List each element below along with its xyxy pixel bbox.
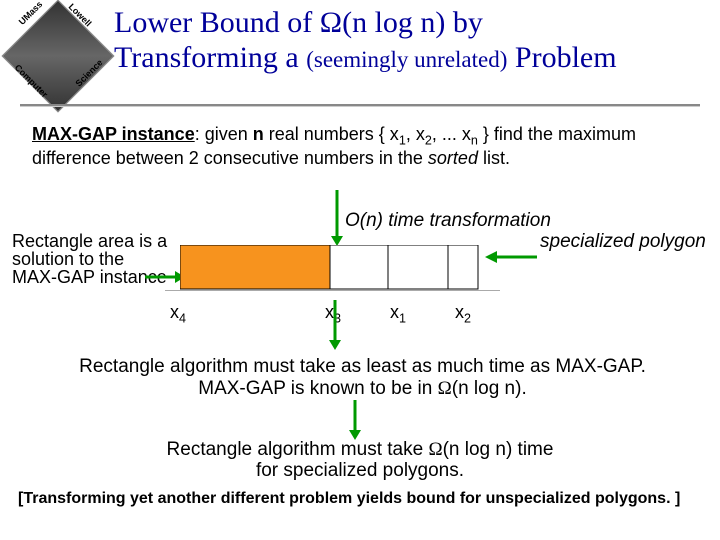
diagram: Rectangle area is a solution to the MAX-… <box>0 200 720 330</box>
logo: UMass Lowell Computer Science <box>8 6 108 106</box>
conclusion-1: Rectangle algorithm must take as least a… <box>10 356 715 400</box>
transform-label: O(n) time transformation <box>345 210 551 232</box>
polygon-rects <box>180 245 480 291</box>
maxgap-text: MAX-GAP instance: given n real numbers {… <box>32 124 702 169</box>
title-seem: (seemingly unrelated) <box>306 47 507 72</box>
arrow-left-icon <box>485 250 537 264</box>
xlabel-2: x2 <box>455 302 471 326</box>
arrow-down-icon <box>348 400 362 440</box>
title-line1-b: (n log n) by <box>342 6 483 39</box>
title-line1-a: Lower Bound of <box>114 6 320 39</box>
divider <box>20 104 700 106</box>
footnote: [Transforming yet another different prob… <box>18 490 718 508</box>
arrow-down-icon <box>330 190 344 246</box>
arrow-down-icon <box>328 300 342 350</box>
title-line2-a: Transforming a <box>114 41 306 74</box>
conclusion-2: Rectangle algorithm must take Ω(n log n)… <box>10 440 710 482</box>
xlabel-1: x1 <box>390 302 406 326</box>
title-line2-b: Problem <box>507 41 616 74</box>
arrow-right-icon <box>145 270 185 284</box>
slide-title: Lower Bound of Ω(n log n) by Transformin… <box>114 6 720 75</box>
specialized-label: specialized polygon <box>540 232 706 251</box>
maxgap-label: MAX-GAP instance <box>32 124 195 144</box>
xlabel-4: x4 <box>170 302 186 326</box>
